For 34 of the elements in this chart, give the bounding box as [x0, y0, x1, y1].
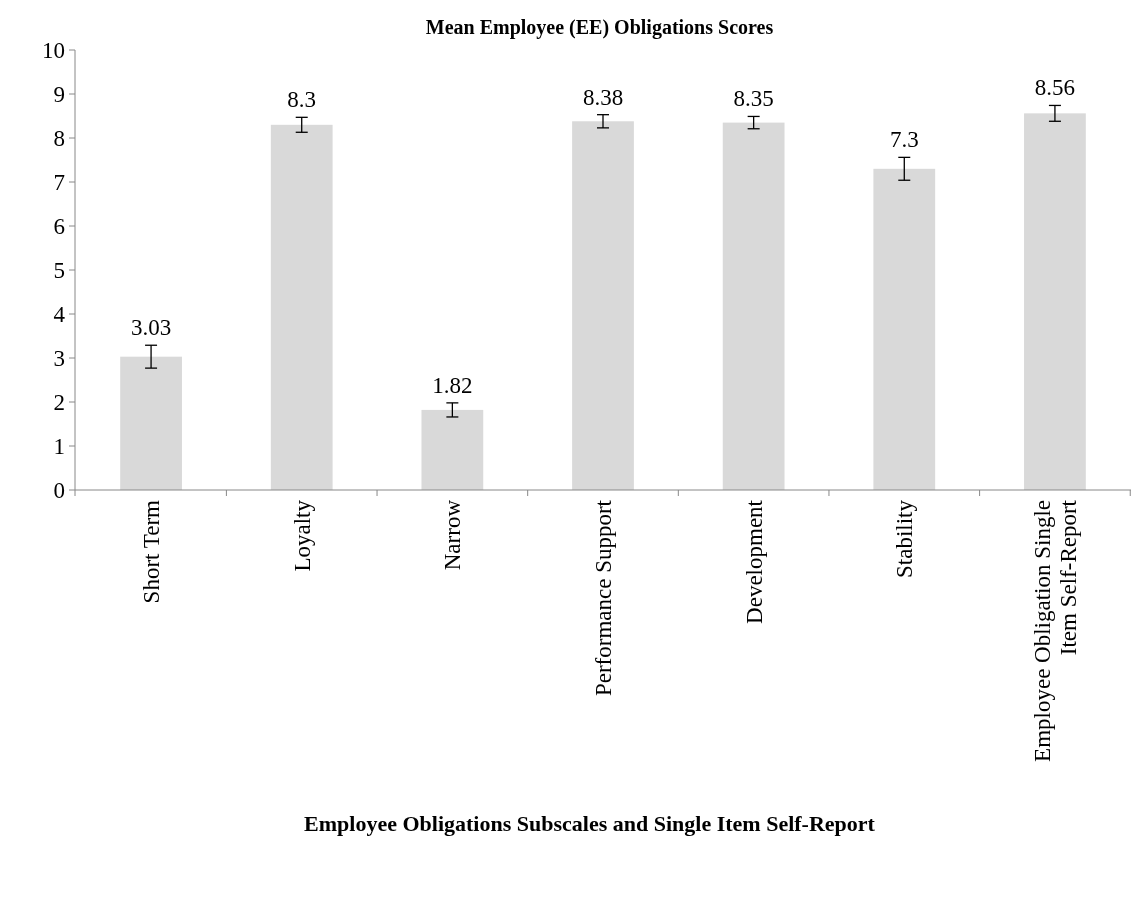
y-tick-label: 9 — [53, 82, 65, 108]
y-tick-label: 1 — [53, 434, 65, 460]
bar — [722, 122, 785, 490]
x-tick-label: Stability — [892, 499, 918, 578]
bar — [1024, 113, 1086, 490]
y-tick-label: 4 — [53, 302, 66, 328]
y-tick-label: 5 — [53, 258, 65, 284]
data-label: 8.38 — [582, 84, 624, 110]
x-tick-label: Performance Support — [591, 499, 617, 697]
y-tick-label: 2 — [53, 390, 65, 416]
bar — [572, 121, 634, 490]
bar — [270, 124, 333, 490]
data-label: 8.56 — [1034, 75, 1076, 101]
x-tick-label: Loyalty — [289, 499, 315, 572]
y-tick-label: 8 — [53, 126, 65, 152]
y-tick-label: 0 — [53, 478, 65, 504]
y-tick-label: 3 — [53, 346, 65, 372]
x-axis-title: Employee Obligations Subscales and Single Item Self-Report — [304, 811, 876, 836]
x-tick-label: Development — [741, 499, 767, 624]
x-tick-label: Narrow — [440, 499, 466, 571]
data-label: 8.3 — [287, 87, 317, 113]
y-tick-label: 10 — [42, 38, 65, 64]
bar — [421, 409, 484, 490]
data-label: 1.82 — [432, 372, 473, 398]
x-tick-label: Employee Obligation Single Item Self-Report — [1030, 499, 1081, 762]
chart-title: Mean Employee (EE) Obligations Scores — [425, 16, 774, 39]
bar — [120, 356, 182, 490]
data-label: 7.3 — [889, 127, 919, 153]
y-tick-label: 7 — [53, 170, 65, 196]
data-label: 8.35 — [733, 86, 774, 112]
x-tick-label: Short Term — [139, 499, 165, 604]
bar — [873, 168, 936, 490]
y-tick-label: 6 — [53, 214, 65, 240]
data-label: 3.03 — [130, 315, 172, 341]
